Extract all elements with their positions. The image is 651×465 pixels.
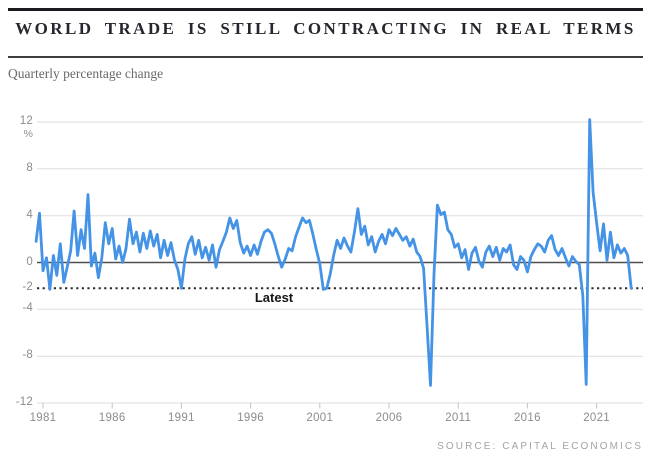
title-divider [8,56,643,58]
source-credit: SOURCE: CAPITAL ECONOMICS [437,441,643,452]
x-tick-label: 1986 [98,412,126,424]
x-tick-label: 2011 [445,412,472,424]
trade-series-line [34,118,633,387]
x-tick-label: 1981 [29,412,57,424]
x-tick-label: 2001 [306,412,334,424]
latest-value-label: -2 [22,281,33,294]
y-tick-label: -12 [15,396,33,408]
y-tick-label: -4 [22,302,33,315]
y-tick-label: 0 [26,255,33,268]
x-tick-label: 2016 [513,412,541,424]
y-tick-label: 12 [19,115,33,127]
y-tick-label: 8 [26,161,33,174]
y-tick-label: -8 [22,349,33,362]
x-tick-label: 2021 [583,412,610,424]
y-axis-unit: % [23,128,33,140]
x-tick-label: 1991 [167,412,195,424]
y-tick-label: 4 [26,208,33,221]
chart-title: WORLD TRADE IS STILL CONTRACTING IN REAL… [15,19,636,38]
x-tick-label: 2006 [375,412,403,424]
latest-annotation: Latest [254,290,294,305]
chart-subtitle: Quarterly percentage change [8,66,164,81]
top-rule [8,8,643,11]
x-tick-label: 1996 [237,412,264,424]
